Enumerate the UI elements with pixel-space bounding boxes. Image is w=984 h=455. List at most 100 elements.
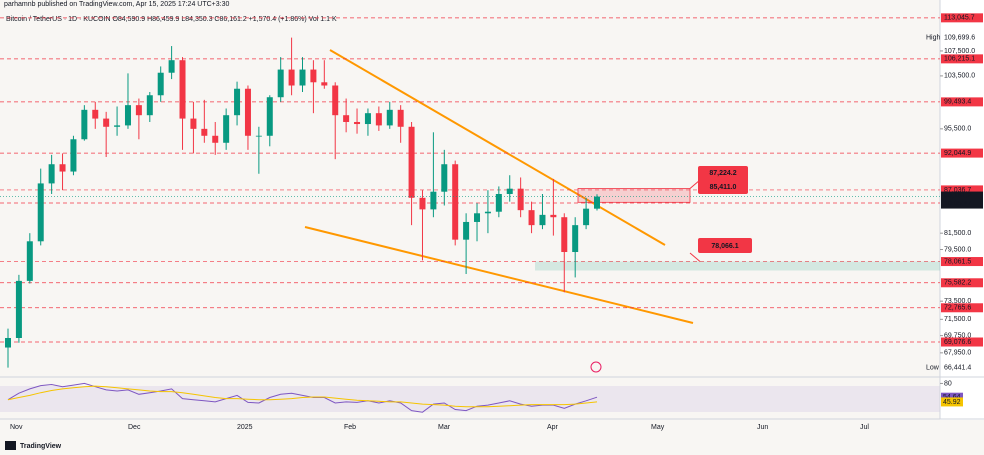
callout-pointer — [689, 252, 701, 262]
level-label-bg — [941, 278, 983, 288]
candle-body — [244, 88, 251, 136]
level-label-bg — [941, 97, 983, 107]
rsi-tick-label: 80 — [944, 380, 952, 387]
candle-body — [168, 60, 175, 73]
callout-text: 78,066.1 — [711, 243, 738, 250]
header: parhamnb published on TradingView.com, A… — [4, 1, 229, 8]
logo: TradingView — [20, 443, 62, 450]
rsi-line — [7, 382, 598, 413]
candle-body — [594, 196, 600, 209]
rsi-value-label: 45.92 — [943, 399, 961, 406]
level-label: 78,061.5 — [944, 258, 971, 265]
level-label-bg — [941, 148, 983, 158]
countdown: 10:05:47 — [944, 200, 971, 207]
candle-body — [212, 135, 219, 143]
level-label-bg — [941, 303, 983, 313]
price-label-bg — [941, 191, 983, 209]
callout-text: 87,224.2 — [709, 170, 736, 177]
candle-body — [321, 82, 328, 86]
callout-bg — [698, 166, 748, 194]
candle-body — [157, 72, 164, 96]
y-tick-label: 107,500.0 — [944, 48, 975, 55]
y-tick-label: 95,500.0 — [944, 126, 971, 133]
candle-body — [135, 105, 142, 116]
candle-body — [70, 139, 77, 172]
candle-body — [201, 128, 208, 136]
candle-body — [37, 183, 44, 242]
candle-body — [299, 69, 306, 86]
x-tick-label: 2025 — [237, 424, 253, 431]
candle-body — [408, 126, 415, 198]
level-label: 87,036.7 — [944, 187, 971, 194]
x-tick-label: Nov — [10, 424, 23, 431]
candle-body — [386, 109, 393, 126]
candle-body — [452, 164, 459, 240]
level-label-bg — [941, 54, 983, 64]
candle-body — [179, 60, 186, 119]
candle-body — [572, 225, 579, 253]
rsi-line — [7, 385, 598, 408]
candle-body — [190, 118, 197, 129]
candle-body — [124, 105, 131, 126]
price-axis-panel — [940, 0, 984, 420]
resistance-zone — [577, 188, 691, 203]
support-zone — [535, 261, 940, 271]
candle-body — [234, 88, 241, 116]
alert-icon[interactable] — [590, 361, 602, 373]
level-label: 72,765.6 — [944, 305, 971, 312]
x-tick-label: Dec — [128, 424, 141, 431]
level-label-bg — [941, 13, 983, 23]
y-tick-label: 103,500.0 — [944, 73, 975, 80]
upper-trendline — [329, 49, 666, 246]
marker-value: 66,441.4 — [944, 364, 971, 371]
candle-body — [430, 191, 437, 210]
candle-body — [550, 214, 557, 218]
lower-trendline — [304, 226, 694, 324]
level-label: 113,045.7 — [944, 15, 975, 22]
candle-body — [266, 97, 273, 136]
candle-body — [255, 135, 262, 137]
candle-body — [484, 211, 491, 214]
candle-body — [375, 113, 382, 126]
candle-body — [517, 188, 524, 211]
candle-body — [397, 109, 404, 127]
candle-body — [81, 109, 88, 140]
candle-body — [419, 197, 426, 210]
candle-body — [277, 69, 284, 98]
y-tick-label: 69,750.0 — [944, 332, 971, 339]
marker-text: Low — [926, 364, 940, 371]
legend: Bitcoin / TetherUS · 1D · KUCOIN O84,590… — [6, 16, 337, 23]
candle-body — [114, 125, 121, 127]
candle-body — [223, 115, 230, 143]
candle-body — [5, 337, 11, 348]
level-label: 106,215.1 — [944, 56, 975, 63]
candle-body — [26, 241, 33, 281]
candle-body — [343, 115, 350, 122]
candle-body — [561, 217, 568, 253]
candle-body — [48, 164, 55, 184]
x-tick-label: Jun — [757, 424, 768, 431]
candle-body — [495, 193, 502, 212]
marker-value: 109,699.6 — [944, 34, 975, 41]
logo-icon — [5, 441, 16, 450]
candle-body — [15, 280, 22, 338]
rsi-label-bg — [941, 392, 963, 402]
candle-body — [474, 213, 481, 222]
callout-bg — [698, 238, 752, 253]
candle-body — [146, 95, 153, 116]
candle-body — [506, 188, 513, 194]
y-tick-label: 73,500.0 — [944, 298, 971, 305]
x-tick-label: Mar — [438, 424, 451, 431]
callout-text: 85,411.0 — [710, 184, 737, 191]
candle-body — [310, 69, 317, 83]
level-label: 99,493.4 — [944, 99, 971, 106]
candle-body — [463, 221, 470, 240]
y-tick-label: 81,500.0 — [944, 230, 971, 237]
candle-body — [92, 109, 99, 119]
candle-body — [103, 118, 110, 127]
y-tick-label: 67,950.0 — [944, 350, 971, 357]
level-label: 92,044.9 — [944, 150, 971, 157]
candle-body — [441, 164, 448, 192]
